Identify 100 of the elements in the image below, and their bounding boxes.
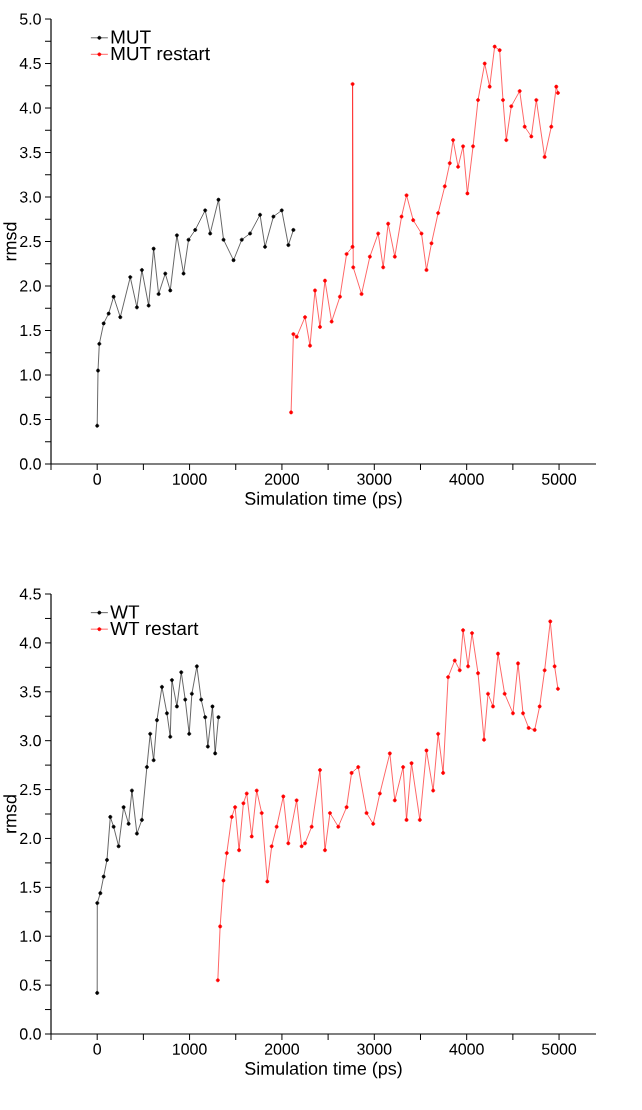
point bbox=[294, 334, 299, 339]
point bbox=[194, 664, 199, 669]
x-tick-label: 2000 bbox=[264, 1043, 299, 1055]
point bbox=[263, 244, 267, 249]
point bbox=[208, 231, 212, 236]
point bbox=[308, 343, 312, 348]
x-tick-label: 5000 bbox=[541, 473, 577, 485]
point bbox=[554, 84, 559, 89]
x-tick-label: 0 bbox=[93, 473, 101, 485]
legend-label: WT restart bbox=[110, 621, 199, 636]
point bbox=[231, 258, 236, 263]
legend-label: WT bbox=[110, 605, 140, 619]
y-tick-label: 0.0 bbox=[19, 1028, 41, 1040]
point bbox=[181, 271, 186, 276]
point bbox=[318, 325, 322, 329]
point bbox=[187, 731, 191, 736]
point bbox=[487, 84, 492, 89]
point bbox=[129, 788, 134, 793]
point bbox=[210, 704, 215, 709]
point bbox=[258, 212, 262, 217]
point bbox=[183, 697, 188, 702]
y-tick-label: 5.0 bbox=[19, 13, 41, 25]
point bbox=[303, 315, 307, 320]
point bbox=[286, 243, 291, 247]
point bbox=[429, 241, 434, 246]
point bbox=[482, 61, 487, 66]
point bbox=[436, 211, 440, 215]
point bbox=[447, 161, 452, 166]
y-tick-label: 1.0 bbox=[20, 369, 41, 381]
point bbox=[337, 294, 342, 299]
y-tick-label: 4.5 bbox=[19, 588, 41, 600]
point bbox=[96, 368, 100, 373]
point bbox=[156, 292, 161, 296]
point bbox=[216, 197, 221, 202]
point bbox=[492, 44, 497, 49]
point bbox=[179, 670, 184, 675]
point bbox=[509, 104, 514, 109]
point bbox=[128, 275, 133, 279]
x-tick-label: 1000 bbox=[172, 1043, 207, 1055]
point bbox=[186, 237, 191, 242]
point bbox=[146, 303, 151, 308]
point bbox=[351, 265, 356, 270]
point bbox=[329, 319, 334, 324]
point bbox=[549, 124, 554, 129]
y-tick-label: 1.5 bbox=[20, 881, 41, 893]
point bbox=[504, 138, 509, 142]
point bbox=[154, 718, 159, 723]
point bbox=[168, 734, 173, 739]
point bbox=[118, 315, 123, 320]
point bbox=[205, 744, 210, 749]
point bbox=[95, 901, 100, 905]
point bbox=[456, 164, 460, 169]
point bbox=[213, 751, 217, 756]
point bbox=[199, 697, 203, 702]
x-tick-label: 5000 bbox=[541, 1043, 577, 1055]
x-axis-title: Simulation time (ps) bbox=[245, 1061, 402, 1079]
point bbox=[442, 184, 447, 189]
point bbox=[163, 271, 168, 276]
point bbox=[98, 891, 103, 896]
point bbox=[367, 254, 372, 259]
point bbox=[106, 311, 111, 316]
point bbox=[350, 82, 355, 86]
y-tick-label: 3.0 bbox=[19, 191, 41, 203]
y-tick-label: 0.5 bbox=[19, 979, 41, 991]
y-axis-title: rmsd bbox=[3, 222, 17, 261]
point bbox=[151, 246, 156, 251]
point bbox=[203, 208, 207, 213]
point bbox=[193, 228, 197, 232]
point bbox=[174, 704, 179, 709]
point bbox=[203, 715, 207, 720]
point bbox=[419, 231, 424, 236]
y-tick-label: 0.5 bbox=[19, 413, 41, 426]
x-tick-label: 4000 bbox=[449, 1043, 484, 1055]
point bbox=[359, 292, 364, 296]
point bbox=[291, 332, 296, 336]
point bbox=[404, 193, 409, 198]
y-tick-label: 2.0 bbox=[20, 832, 41, 845]
point bbox=[424, 268, 429, 272]
point bbox=[313, 288, 317, 293]
point bbox=[517, 89, 522, 93]
point bbox=[291, 228, 296, 232]
point bbox=[174, 233, 179, 238]
point bbox=[105, 858, 109, 862]
point bbox=[151, 758, 156, 763]
point bbox=[95, 423, 99, 428]
point bbox=[555, 90, 560, 95]
point bbox=[289, 410, 293, 415]
point bbox=[121, 805, 126, 810]
point bbox=[399, 214, 404, 219]
point bbox=[134, 831, 139, 836]
point bbox=[134, 305, 139, 310]
point bbox=[101, 874, 106, 879]
x-tick-label: 2000 bbox=[264, 473, 299, 485]
point bbox=[95, 991, 99, 995]
point bbox=[168, 288, 173, 293]
point bbox=[534, 98, 539, 102]
legend-label: MUT restart bbox=[111, 47, 210, 61]
y-tick-label: 0.0 bbox=[19, 458, 41, 470]
point bbox=[350, 244, 355, 249]
y-tick-label: 3.5 bbox=[19, 146, 41, 159]
